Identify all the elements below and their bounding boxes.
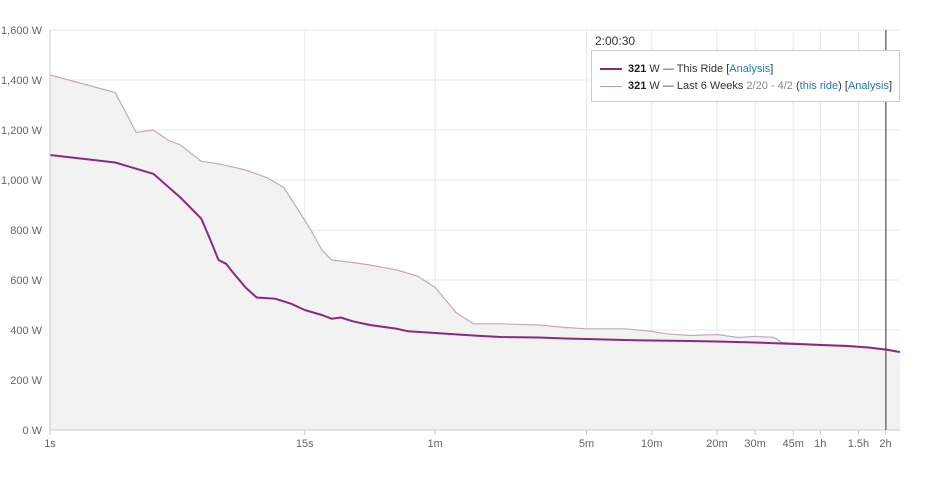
cursor-time-label: 2:00:30 (595, 34, 636, 48)
x-tick-label: 1m (428, 438, 443, 450)
x-tick-label: 1s (44, 438, 56, 450)
x-tick-label: 20m (706, 438, 727, 450)
chart-axes: 0 W 200 W 400 W 600 W 800 W 1,000 W 1,200 W 1,4… (1, 25, 900, 450)
y-tick-label: 400 W (10, 325, 42, 337)
bracket-open: [ (726, 63, 730, 75)
x-tick-label: 1.5h (848, 438, 869, 450)
ride-analysis-link[interactable]: Analysis (729, 63, 771, 75)
history-label: W — Last 6 Weeks (646, 80, 747, 92)
bracket-close: ] (888, 80, 892, 92)
x-tick-label: 1h (814, 438, 826, 450)
x-tick-label: 45m (783, 438, 804, 450)
x-tick-label: 15s (296, 438, 314, 450)
y-tick-label: 1,600 W (1, 25, 43, 37)
history-line-swatch (600, 85, 622, 87)
x-tick-label: 30m (744, 438, 765, 450)
y-tick-label: 1,200 W (1, 125, 43, 137)
legend-item-this-ride: 321 W — This Ride [Analysis] (600, 62, 773, 76)
ride-line-swatch (600, 68, 622, 71)
bracket-close: ] (770, 63, 774, 75)
history-value: 321 (628, 80, 647, 92)
y-tick-label: 1,400 W (1, 75, 43, 87)
history-area-fill (50, 75, 900, 430)
history-area (50, 75, 900, 430)
y-tick-label: 0 W (22, 425, 42, 437)
legend-item-last-6-weeks: 321 W — Last 6 Weeks 2/20 - 4/2 (this ri… (600, 79, 892, 93)
bracket-open: [ (844, 80, 848, 92)
history-analysis-link[interactable]: Analysis (847, 80, 889, 92)
y-tick-label: 200 W (10, 375, 42, 387)
series-line-last-6-weeks (49, 74, 901, 353)
legend: 321 W — This Ride [Analysis] 321 W — Las… (591, 50, 900, 102)
ride-label: W — This Ride (646, 63, 727, 75)
x-tick-label: 10m (641, 438, 662, 450)
this-ride-link[interactable]: this ride (799, 80, 839, 92)
y-tick-label: 800 W (10, 225, 42, 237)
y-tick-label: 600 W (10, 275, 42, 287)
series-line-this-ride (49, 154, 901, 353)
ride-value: 321 (628, 63, 647, 75)
paren-close: ) (838, 80, 845, 92)
paren-open: ( (792, 80, 800, 92)
series-lines (49, 74, 901, 353)
y-tick-label: 1,000 W (1, 175, 43, 187)
x-tick-label: 5m (579, 438, 594, 450)
history-date-range: 2/20 - 4/2 (746, 80, 793, 92)
x-tick-label: 2h (879, 438, 891, 450)
